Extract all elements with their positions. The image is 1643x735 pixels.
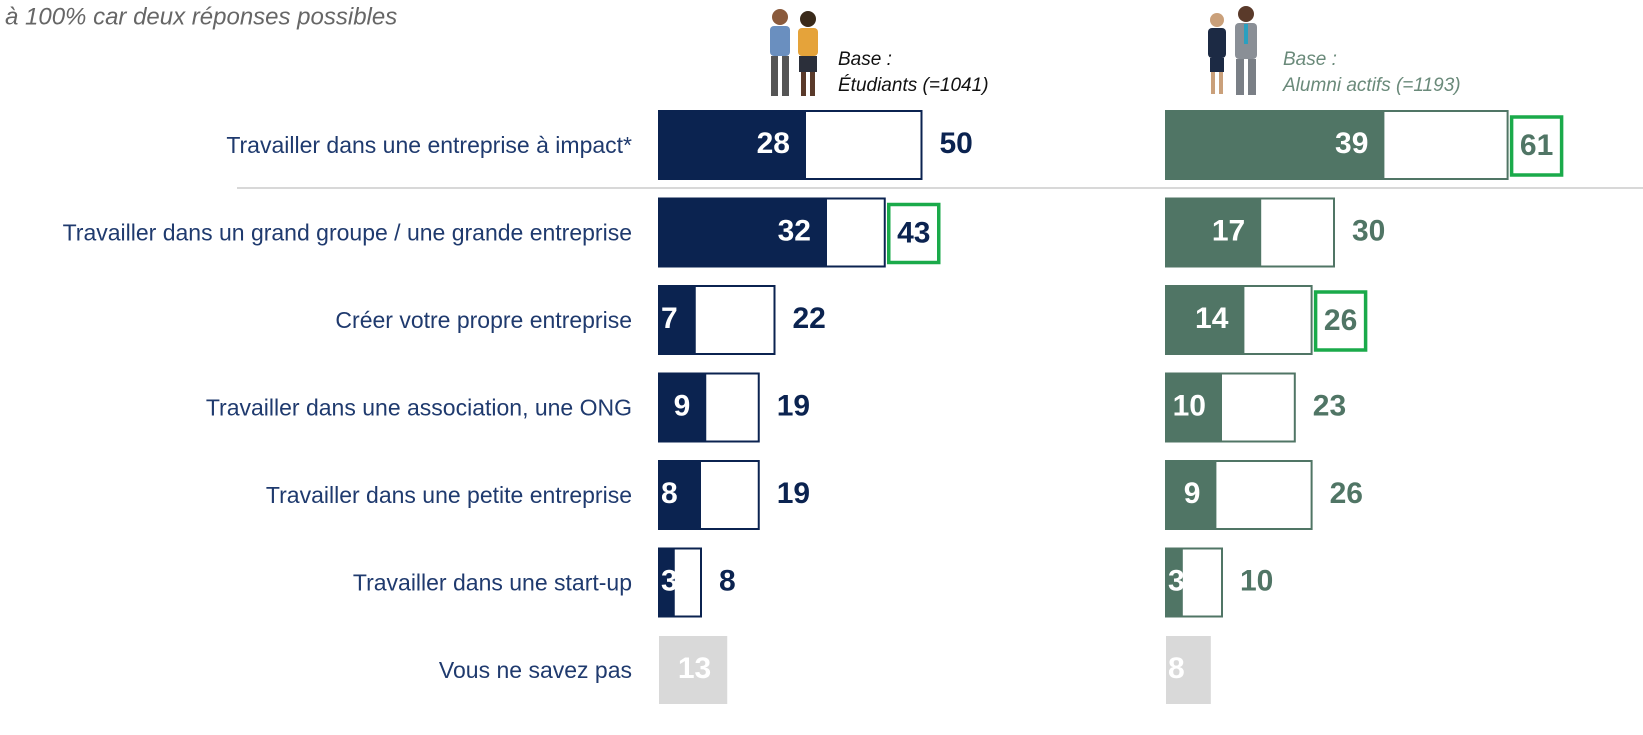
- value-label: 8: [661, 477, 678, 510]
- total-label: 8: [719, 564, 736, 597]
- value-label: 39: [1335, 127, 1368, 160]
- category-label: Travailler dans une association, une ONG: [206, 395, 632, 421]
- total-label: 23: [1313, 389, 1346, 422]
- total-label: 19: [777, 389, 810, 422]
- category-label: Travailler dans une entreprise à impact*: [226, 132, 632, 158]
- value-label: 7: [661, 302, 678, 335]
- total-label: 19: [777, 477, 810, 510]
- category-label: Travailler dans un grand groupe / une gr…: [63, 220, 632, 246]
- value-label: 3: [661, 564, 678, 597]
- value-label: 3: [1168, 564, 1185, 597]
- total-label: 10: [1240, 564, 1273, 597]
- total-label: 22: [793, 302, 826, 335]
- value-label: 9: [1184, 477, 1201, 510]
- value-label: 13: [678, 652, 711, 685]
- value-label: 14: [1195, 302, 1229, 335]
- students-icon: [770, 9, 818, 96]
- alumni-icon: [1208, 6, 1257, 95]
- value-label: 10: [1173, 389, 1206, 422]
- base-label: Base :: [1283, 49, 1337, 70]
- subtitle: à 100% car deux réponses possibles: [5, 3, 397, 30]
- value-label: 28: [757, 127, 790, 160]
- value-label: 17: [1212, 214, 1245, 247]
- base-label: Base :: [838, 49, 892, 70]
- total-label: 26: [1330, 477, 1363, 510]
- total-label: 50: [940, 127, 973, 160]
- base-name: Alumni actifs (=1193): [1282, 75, 1461, 96]
- total-label: 26: [1324, 304, 1357, 337]
- total-label: 43: [897, 216, 930, 249]
- total-label: 30: [1352, 214, 1385, 247]
- category-label: Travailler dans une petite entreprise: [266, 482, 632, 508]
- category-label: Travailler dans une start-up: [353, 570, 632, 596]
- category-label: Créer votre propre entreprise: [335, 307, 632, 333]
- total-label: 61: [1520, 129, 1553, 162]
- value-label: 32: [778, 214, 811, 247]
- base-name: Étudiants (=1041): [838, 75, 989, 96]
- value-label: 8: [1168, 652, 1185, 685]
- value-label: 9: [674, 389, 691, 422]
- chart: à 100% car deux réponses possibles Trava…: [0, 0, 1643, 735]
- category-label: Vous ne savez pas: [439, 657, 632, 683]
